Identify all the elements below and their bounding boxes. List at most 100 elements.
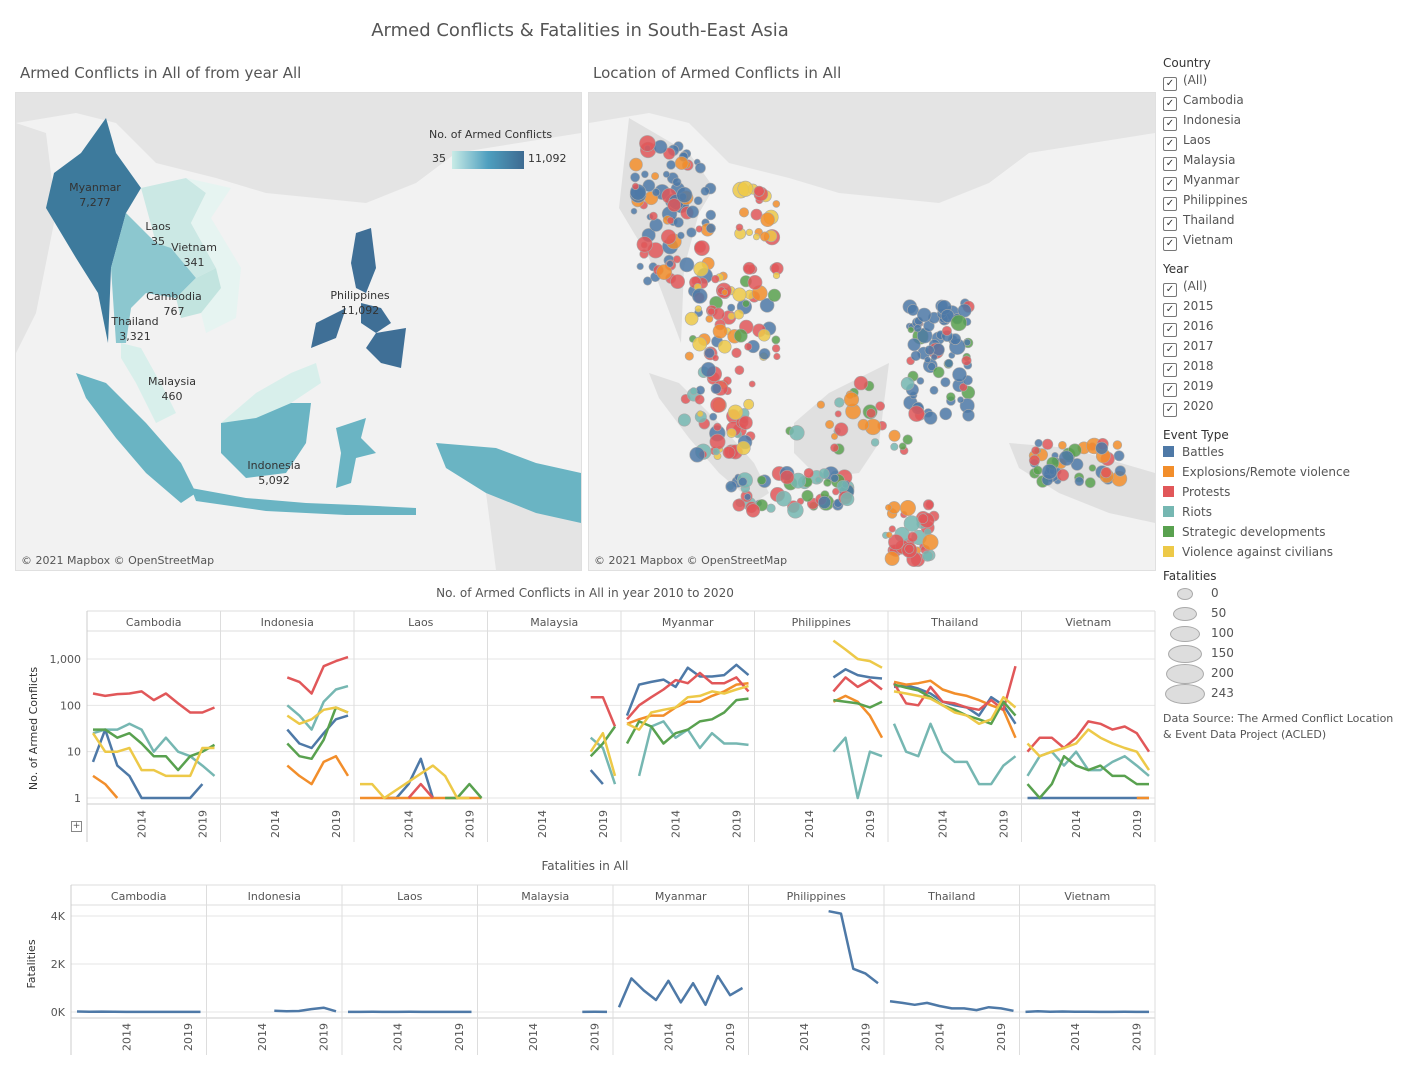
conflict-dot[interactable] <box>959 382 968 392</box>
conflict-dot[interactable] <box>704 347 715 359</box>
conflict-dot[interactable] <box>888 525 896 533</box>
conflict-dot[interactable] <box>735 223 744 232</box>
year-option-2016[interactable]: ✓ 2016 <box>1163 316 1403 337</box>
conflict-dot[interactable] <box>773 352 781 361</box>
conflict-dot[interactable] <box>885 504 892 511</box>
conflict-dot[interactable] <box>866 408 877 419</box>
conflict-dot[interactable] <box>924 345 935 356</box>
location-map-attribution[interactable]: © 2021 Mapbox © OpenStreetMap <box>594 554 788 567</box>
conflict-dot[interactable] <box>695 162 706 174</box>
series-line-cambodia-protests[interactable] <box>92 690 215 714</box>
conflict-dot[interactable] <box>904 543 915 554</box>
series-line-indonesia-explosions-remote-violence[interactable] <box>286 754 350 786</box>
conflict-dot[interactable] <box>643 276 653 286</box>
checkbox-icon[interactable]: ✓ <box>1163 323 1177 337</box>
series-line-cambodia-violence-against-civilians[interactable] <box>91 732 215 778</box>
country-option-laos[interactable]: ✓ Laos <box>1163 130 1403 151</box>
conflict-dot[interactable] <box>689 446 705 463</box>
conflict-dot[interactable] <box>767 288 781 302</box>
conflict-dot[interactable] <box>686 205 699 219</box>
conflict-dot[interactable] <box>831 432 839 440</box>
conflict-dot[interactable] <box>910 350 922 361</box>
series-line-myanmar-battles[interactable] <box>625 663 750 717</box>
conflict-dot[interactable] <box>725 480 738 493</box>
conflict-dot[interactable] <box>1031 446 1040 455</box>
conflict-dot[interactable] <box>929 385 939 395</box>
conflict-dot[interactable] <box>653 139 668 154</box>
checkbox-icon[interactable]: ✓ <box>1163 283 1177 297</box>
conflict-dot[interactable] <box>950 314 967 332</box>
conflict-dot[interactable] <box>639 135 656 152</box>
conflict-dot[interactable] <box>834 410 842 418</box>
checkbox-icon[interactable]: ✓ <box>1163 303 1177 317</box>
year-option-2020[interactable]: ✓ 2020 <box>1163 396 1403 417</box>
conflict-dot[interactable] <box>663 147 676 160</box>
conflict-dot[interactable] <box>677 413 691 427</box>
conflict-dot[interactable] <box>712 354 719 362</box>
conflict-dot[interactable] <box>830 473 839 483</box>
conflict-dot[interactable] <box>757 475 767 485</box>
conflict-dot[interactable] <box>1112 440 1123 450</box>
conflict-dot[interactable] <box>890 442 899 451</box>
conflict-dot[interactable] <box>759 231 770 242</box>
conflict-dot[interactable] <box>709 412 718 421</box>
series-line-cambodia-explosions-remote-violence[interactable] <box>92 774 119 799</box>
conflict-dot[interactable] <box>712 323 728 339</box>
conflict-dot[interactable] <box>677 231 685 240</box>
conflict-dot[interactable] <box>1088 464 1097 472</box>
country-option-thailand[interactable]: ✓ Thailand <box>1163 210 1403 231</box>
conflict-dot[interactable] <box>713 422 722 432</box>
conflict-dot[interactable] <box>884 551 900 566</box>
series-line-thailand-protests[interactable] <box>892 665 1017 712</box>
conflict-dot[interactable] <box>898 442 907 451</box>
conflict-dot[interactable] <box>736 440 751 456</box>
year-option-2018[interactable]: ✓ 2018 <box>1163 356 1403 377</box>
conflict-dot[interactable] <box>814 476 822 484</box>
country-option-philippines[interactable]: ✓ Philippines <box>1163 190 1403 211</box>
conflict-dot[interactable] <box>961 355 972 366</box>
checkbox-icon[interactable]: ✓ <box>1163 137 1177 151</box>
conflict-dot[interactable] <box>692 288 708 304</box>
legend-item-explosions-remote-violence[interactable]: Explosions/Remote violence <box>1163 462 1403 482</box>
conflict-dot[interactable] <box>952 367 967 382</box>
conflict-dot[interactable] <box>738 477 748 487</box>
conflict-dot[interactable] <box>636 262 644 270</box>
conflict-dot[interactable] <box>924 356 931 364</box>
series-line-malaysia-battles[interactable] <box>589 769 604 785</box>
conflict-dot[interactable] <box>902 434 913 445</box>
series-line-vietnam-protests[interactable] <box>1026 720 1151 753</box>
conflict-dot[interactable] <box>662 170 670 178</box>
conflict-dot[interactable] <box>738 415 753 430</box>
conflict-dot[interactable] <box>721 289 729 296</box>
conflict-dot[interactable] <box>739 207 750 218</box>
location-map[interactable]: © 2021 Mapbox © OpenStreetMap <box>588 92 1156 571</box>
series-line-indonesia-protests[interactable] <box>286 655 349 695</box>
conflict-dot[interactable] <box>693 261 709 277</box>
conflict-dot[interactable] <box>1042 438 1054 450</box>
conflict-dot[interactable] <box>766 503 776 513</box>
conflict-dot[interactable] <box>734 365 745 376</box>
conflict-dot[interactable] <box>840 492 855 507</box>
conflict-dot[interactable] <box>908 405 925 422</box>
series-line-thailand-violence-against-civilians[interactable] <box>893 690 1017 726</box>
conflict-dot[interactable] <box>656 264 673 280</box>
conflict-dot[interactable] <box>944 358 954 368</box>
conflict-dot[interactable] <box>1056 468 1070 482</box>
conflict-dot[interactable] <box>753 185 765 197</box>
conflict-dot[interactable] <box>857 418 870 431</box>
conflict-dot[interactable] <box>636 236 653 253</box>
conflict-dot[interactable] <box>686 227 697 238</box>
country-option-indonesia[interactable]: ✓ Indonesia <box>1163 110 1403 131</box>
series-line-indonesia-violence-against-civilians[interactable] <box>286 706 349 726</box>
legend-item-battles[interactable]: Battles <box>1163 442 1403 462</box>
conflict-dot[interactable] <box>1028 454 1041 467</box>
conflict-dot[interactable] <box>771 335 781 345</box>
series-line-vietnam-riots[interactable] <box>1026 750 1150 777</box>
series-line-philippines-battles[interactable] <box>832 668 883 680</box>
conflict-dot[interactable] <box>744 493 752 501</box>
conflict-dot[interactable] <box>927 362 937 371</box>
conflict-dot[interactable] <box>742 261 756 275</box>
conflict-dot[interactable] <box>1041 463 1058 480</box>
series-line-malaysia-strategic-developments[interactable] <box>589 725 617 758</box>
conflict-dot[interactable] <box>666 160 676 170</box>
